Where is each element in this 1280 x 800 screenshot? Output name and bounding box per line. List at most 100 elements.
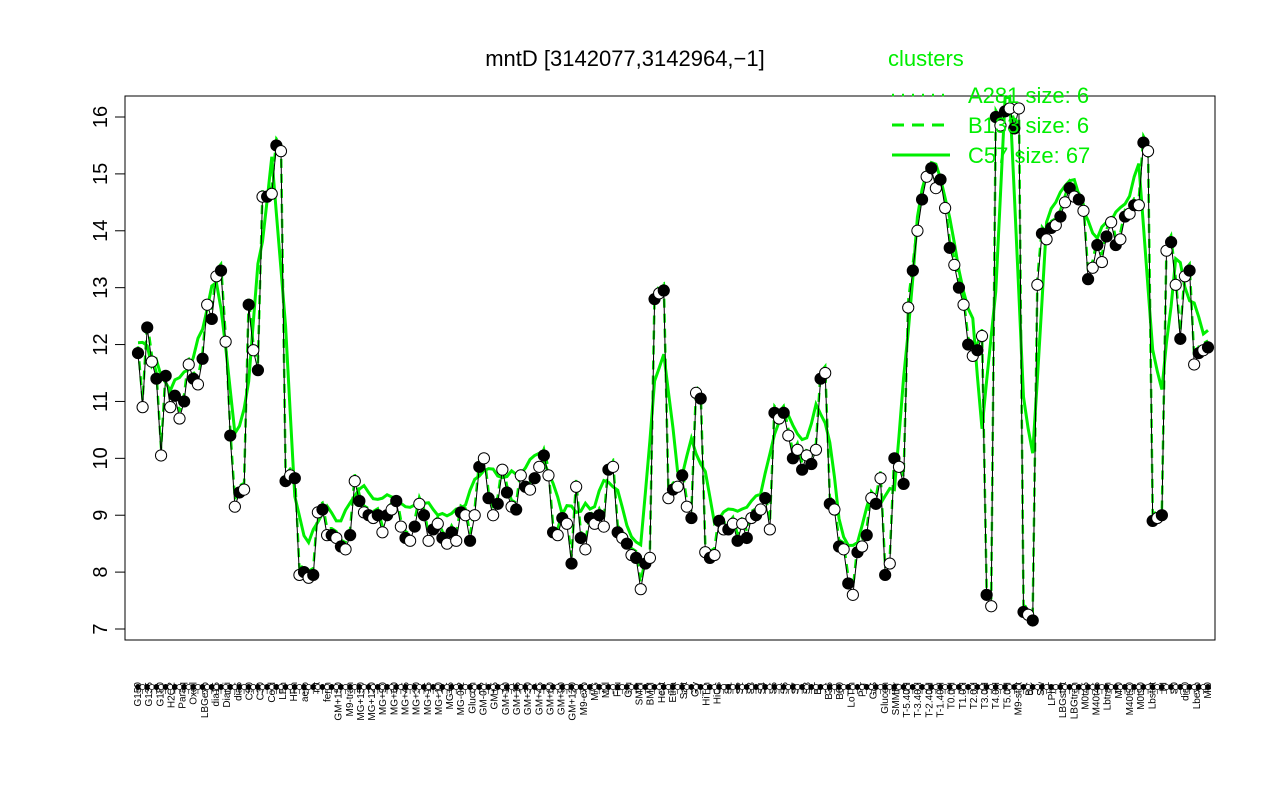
data-point: [897, 477, 910, 491]
y-tick-label: 10: [90, 447, 112, 469]
data-point: [869, 497, 883, 510]
x-tick-label: G/S: [869, 682, 880, 700]
data-point: [390, 494, 403, 508]
data-point: [376, 526, 389, 539]
data-point: [975, 329, 989, 343]
data-point: [353, 494, 366, 508]
data-point: [537, 449, 550, 462]
data-point: [994, 119, 1007, 132]
data-point: [883, 557, 896, 570]
y-tick-label: 13: [90, 277, 112, 299]
data-point: [791, 443, 804, 456]
x-tick-label: LBGtran: [1069, 682, 1080, 719]
y-tick-label: 11: [90, 391, 112, 412]
data-point: [962, 338, 975, 351]
data-point: [224, 429, 237, 442]
data-point: [408, 520, 421, 533]
x-tick-label: LPh: [278, 682, 289, 700]
series-layer: [136, 94, 1209, 618]
x-tick-label: BMM: [646, 682, 657, 705]
data-point: [339, 543, 352, 556]
x-tick-label: Salt: [679, 682, 690, 699]
x-tick-label: GM+30: [523, 682, 534, 716]
x-tick-label: MG+150: [356, 682, 367, 721]
data-point: [214, 264, 228, 277]
x-tick-label: Mt0: [1114, 682, 1125, 699]
data-point: [228, 500, 241, 513]
data-point: [874, 472, 887, 485]
data-point: [510, 503, 523, 516]
data-point: [482, 492, 495, 505]
x-tick-label: GM+60: [545, 682, 556, 716]
data-point: [1174, 332, 1187, 345]
x-tick-label: G135: [144, 682, 155, 707]
data-point: [939, 201, 952, 215]
y-tick-label: 8: [90, 567, 112, 578]
x-tick-label: Mal: [601, 682, 612, 698]
data-point: [500, 486, 514, 499]
data-point: [1201, 341, 1215, 354]
x-tick-label: M9-tran: [345, 682, 356, 716]
x-tick-label: SMM: [635, 682, 646, 705]
x-tick-label: dia0: [1181, 682, 1192, 701]
x-tick-label: Mt0: [1203, 682, 1214, 699]
data-point: [191, 378, 205, 391]
x-tick-label: B60: [835, 682, 846, 700]
profile-line: [137, 107, 1209, 622]
data-point: [643, 551, 657, 564]
data-point: [348, 474, 361, 488]
data-point: [417, 509, 431, 522]
x-tick-label: G150: [133, 682, 144, 707]
x-tick-label: HiTm: [701, 682, 712, 706]
data-point: [491, 497, 504, 510]
data-point: [1165, 236, 1178, 249]
data-point: [860, 529, 873, 542]
data-point: [943, 241, 956, 254]
x-tick-label: LPhT: [1047, 682, 1058, 706]
data-point: [736, 517, 749, 530]
x-tick-label: Etha: [668, 682, 679, 703]
data-point: [422, 534, 435, 547]
x-tick-label: GM+150: [334, 682, 345, 721]
x-tick-label: GM-0.2: [479, 682, 490, 716]
x-tick-label: LBGexp: [200, 682, 211, 719]
data-point: [1105, 216, 1118, 229]
data-point: [606, 460, 620, 473]
data-point: [980, 588, 993, 601]
x-tick-label: dia15: [211, 682, 222, 707]
x-tick-label: M0t45: [1080, 682, 1091, 710]
data-point: [1183, 264, 1196, 277]
data-point: [763, 523, 776, 536]
x-tick-label: MG+90: [378, 682, 389, 716]
x-tick-label: Diami: [222, 682, 233, 708]
x-tick-label: Heat: [657, 682, 668, 703]
data-point: [565, 557, 578, 570]
data-point: [620, 537, 633, 550]
data-point: [819, 366, 832, 380]
data-point: [985, 600, 998, 613]
data-point: [685, 511, 698, 525]
data-point: [237, 483, 251, 496]
x-tick-label: Lbexp: [1192, 682, 1203, 710]
data-point: [205, 312, 218, 326]
chart-title: mntD [3142077,3142964,−1]: [485, 46, 765, 71]
data-point: [842, 577, 855, 590]
data-point: [542, 469, 555, 482]
x-tick-label: Lbtran: [1103, 682, 1114, 710]
x-tick-label: MG+10: [434, 682, 445, 716]
data-point: [796, 463, 809, 476]
x-tick-label: GM+120: [568, 682, 579, 721]
y-tick-label: 9: [90, 510, 112, 521]
data-point: [1058, 196, 1072, 209]
x-tick-label: M/G: [590, 682, 601, 701]
x-tick-label: MG-0.2: [456, 682, 467, 716]
data-point: [1054, 210, 1067, 223]
data-point: [676, 469, 689, 482]
data-point: [597, 520, 610, 533]
data-point: [242, 298, 255, 311]
data-point: [694, 392, 707, 405]
data-point: [809, 443, 823, 456]
x-tick-label: T-2.40H: [924, 682, 935, 718]
data-point: [431, 517, 444, 530]
data-point: [574, 531, 587, 545]
